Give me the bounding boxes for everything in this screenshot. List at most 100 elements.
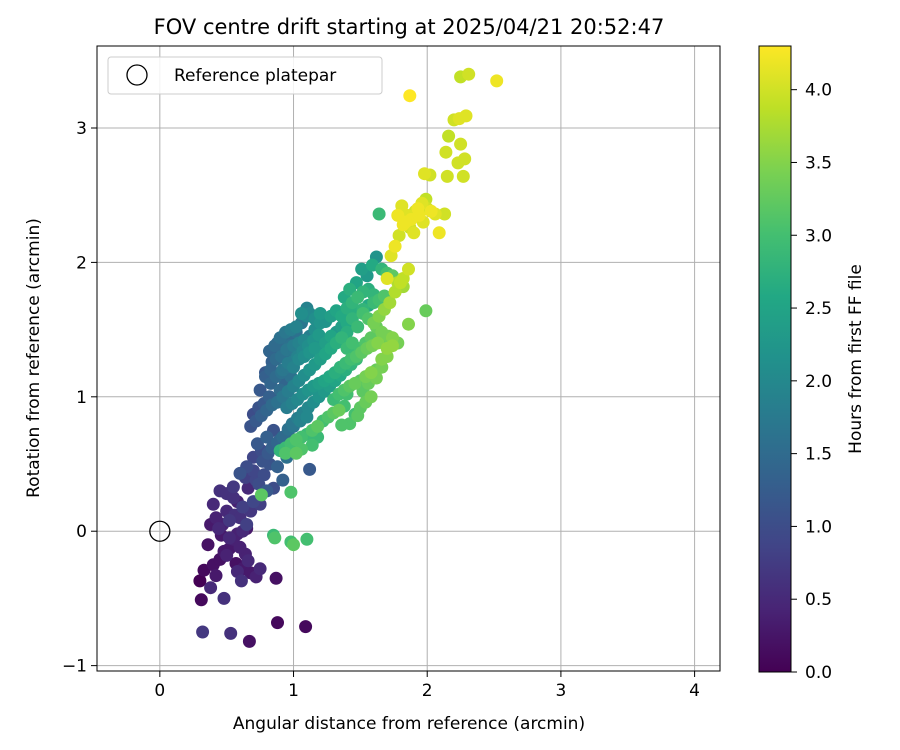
data-point xyxy=(209,569,223,583)
legend-entry-reference-platepar: Reference platepar xyxy=(174,66,336,86)
data-point xyxy=(287,538,300,552)
legend-box xyxy=(107,56,383,95)
data-point xyxy=(254,488,268,502)
data-point xyxy=(313,307,327,320)
data-point xyxy=(253,562,267,576)
data-point xyxy=(454,137,468,151)
data-point xyxy=(438,207,452,221)
data-point xyxy=(419,304,433,318)
data-point xyxy=(355,262,369,276)
data-point xyxy=(364,390,378,404)
data-point xyxy=(194,593,208,607)
colorbar-tick-label: 4.0 xyxy=(805,81,832,101)
data-point xyxy=(250,437,264,451)
data-point xyxy=(260,430,274,444)
data-point xyxy=(459,109,473,123)
data-point xyxy=(432,226,446,240)
x-tick-label: 2 xyxy=(422,681,433,701)
data-point xyxy=(242,634,256,648)
data-point xyxy=(222,514,236,527)
data-point xyxy=(233,466,247,480)
data-point xyxy=(226,491,240,505)
data-point xyxy=(440,169,454,183)
data-point xyxy=(269,571,283,585)
data-point xyxy=(335,331,349,345)
data-point xyxy=(236,500,250,514)
data-point xyxy=(241,554,255,568)
plot-frame xyxy=(96,45,721,672)
plot-area xyxy=(96,45,721,672)
data-point xyxy=(240,518,254,531)
data-point xyxy=(226,480,240,494)
data-point xyxy=(335,418,349,432)
data-point xyxy=(462,67,476,81)
data-point xyxy=(490,74,504,88)
colorbar-tick-label: 1.5 xyxy=(805,445,832,465)
data-point xyxy=(233,540,247,554)
data-point xyxy=(271,616,284,630)
data-point xyxy=(403,89,417,103)
data-point xyxy=(224,626,238,640)
data-point xyxy=(343,282,357,296)
data-point xyxy=(311,419,325,433)
data-point xyxy=(392,229,406,242)
data-point xyxy=(268,531,282,545)
data-point xyxy=(380,341,394,355)
data-point xyxy=(299,620,313,634)
data-point xyxy=(204,581,218,595)
plot-background xyxy=(97,46,720,671)
data-point xyxy=(456,169,470,183)
data-point xyxy=(399,215,413,229)
data-point xyxy=(209,511,223,525)
y-tick-label: 3 xyxy=(76,119,87,139)
data-point xyxy=(383,296,397,310)
data-point xyxy=(279,446,292,460)
x-tick-label: 1 xyxy=(288,681,299,701)
x-tick-label: 3 xyxy=(555,681,566,701)
colorbar-tick-label: 3.5 xyxy=(805,153,832,173)
data-point xyxy=(351,409,365,423)
colorbar-label: Hours from first FF file xyxy=(846,264,866,454)
data-point xyxy=(193,574,207,588)
reference-platepar-marker xyxy=(149,520,171,542)
data-point xyxy=(442,129,456,143)
data-point xyxy=(351,290,365,304)
data-point xyxy=(276,473,290,487)
data-point xyxy=(364,366,378,380)
legend: Reference platepar xyxy=(107,56,383,95)
data-point xyxy=(284,485,298,499)
data-point xyxy=(402,317,415,331)
data-point xyxy=(303,462,317,476)
data-point xyxy=(308,341,322,355)
legend-reference-marker xyxy=(126,64,148,86)
x-axis-label: Angular distance from reference (arcmin) xyxy=(233,714,585,734)
colorbar: 0.0 0.5 1.0 1.5 2.0 2.5 3.0 3.5 4.0 Hours from f… xyxy=(758,45,866,683)
data-point xyxy=(380,272,394,285)
colorbar-tick-label: 0.5 xyxy=(805,590,832,610)
data-point xyxy=(348,376,362,390)
data-point xyxy=(222,531,236,545)
data-point xyxy=(351,320,365,334)
data-point xyxy=(289,320,303,334)
x-tick-label: 4 xyxy=(689,681,700,701)
data-point xyxy=(372,207,386,221)
data-point xyxy=(271,460,284,474)
data-point xyxy=(375,325,389,339)
data-point xyxy=(411,202,425,216)
colorbar-tick-label: 0.0 xyxy=(805,663,832,683)
data-point xyxy=(201,538,215,552)
data-point xyxy=(439,145,453,159)
data-point xyxy=(300,532,314,546)
colorbar-tick-label: 2.5 xyxy=(805,299,832,319)
data-point xyxy=(289,446,303,460)
data-point xyxy=(212,522,226,535)
data-point xyxy=(241,481,255,495)
y-axis-ticks: −1 0 1 2 3 xyxy=(62,119,97,677)
colorbar-ticks: 0.0 0.5 1.0 1.5 2.0 2.5 3.0 3.5 4.0 xyxy=(791,81,832,683)
data-point xyxy=(295,307,308,320)
data-point xyxy=(220,548,234,562)
data-point xyxy=(375,352,389,366)
y-tick-label: 1 xyxy=(76,388,87,408)
data-point xyxy=(388,239,402,253)
